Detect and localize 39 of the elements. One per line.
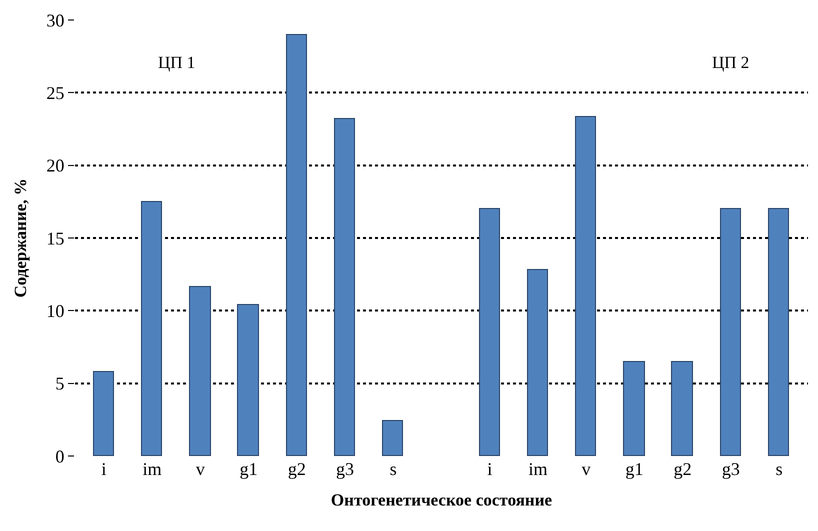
bar: [93, 371, 114, 456]
x-tick-label: g1: [625, 459, 644, 479]
x-tick-label: im: [528, 459, 548, 479]
bar: [671, 361, 693, 456]
x-tick-label: v: [582, 459, 591, 479]
y-tick-label: 10: [46, 300, 64, 321]
x-tick-label: g2: [288, 459, 306, 479]
x-tick-label: g3: [722, 459, 740, 479]
x-tick-label: g1: [240, 459, 258, 479]
x-tick-label: i: [101, 459, 106, 479]
x-tick-label: s: [390, 459, 397, 479]
x-tick-label: g3: [336, 459, 354, 479]
x-tick-label: s: [776, 459, 783, 479]
bar: [575, 116, 596, 456]
bar: [382, 420, 403, 456]
y-tick-label: 0: [55, 446, 64, 466]
y-tick-label: 15: [46, 228, 64, 248]
x-tick-label: im: [142, 459, 162, 479]
y-tick-label: 30: [46, 10, 64, 30]
bar: [286, 34, 307, 456]
x-tick-label: v: [196, 459, 205, 479]
bar: [623, 361, 645, 456]
y-tick-label: 5: [55, 374, 64, 394]
bar: [189, 286, 211, 456]
bar: [527, 269, 548, 456]
y-tick-label: 25: [46, 82, 64, 103]
bar: [237, 304, 259, 456]
annotation: ЦП 1: [158, 53, 196, 72]
y-axis-title: Содержание, %: [10, 178, 30, 298]
x-tick-label: i: [487, 459, 492, 479]
x-axis-title: Онтогенетическое состояние: [330, 490, 553, 510]
bar: [479, 208, 500, 456]
y-tick-label: 20: [46, 156, 64, 176]
bar: [141, 201, 162, 456]
bar: [720, 208, 741, 456]
annotation: ЦП 2: [712, 53, 750, 72]
bar: [334, 118, 355, 456]
x-tick-label: g2: [674, 459, 692, 479]
bar: [768, 208, 789, 456]
